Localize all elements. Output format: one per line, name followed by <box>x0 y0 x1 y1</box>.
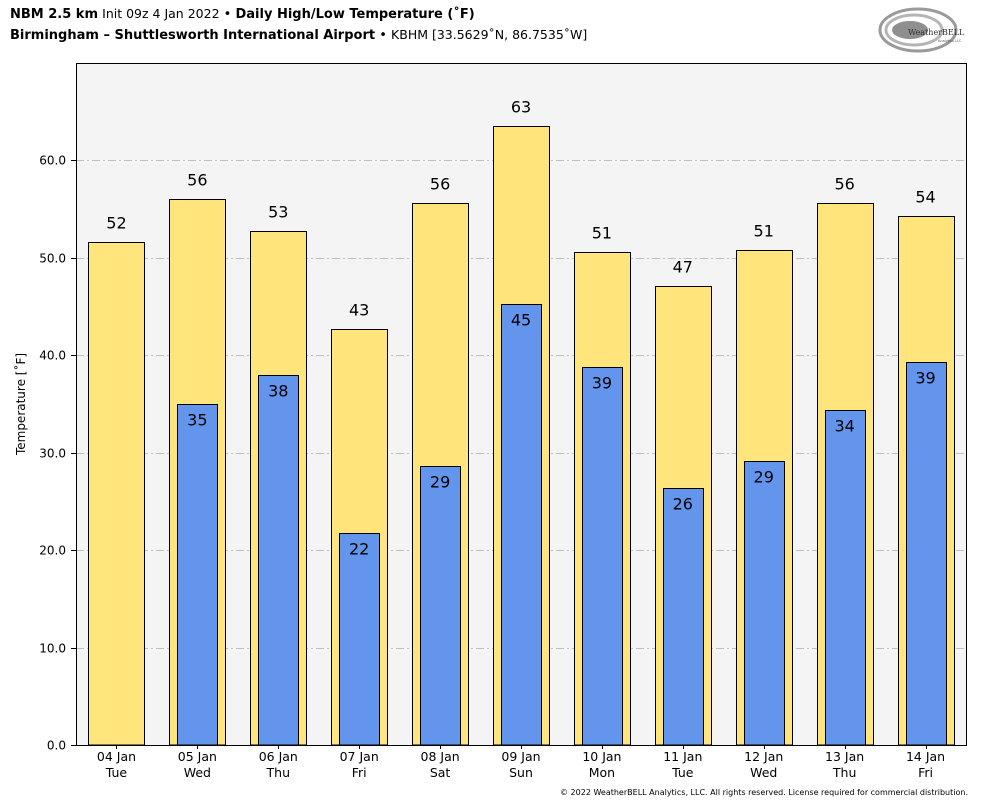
y-tick-label: 0.0 <box>47 739 66 753</box>
value-labels: 52 56 35 53 38 43 22 56 29 63 45 51 39 47 26 51 29 56 34 54… <box>106 98 935 559</box>
low-temp-bar <box>420 466 461 746</box>
high-temp-label: 51 <box>592 224 612 243</box>
low-temp-label: 45 <box>511 311 531 330</box>
separator: • <box>379 28 387 43</box>
model-name: NBM 2.5 km <box>10 7 98 22</box>
high-temp-label: 63 <box>511 98 531 117</box>
x-tick-label-weekday: Mon <box>589 765 615 780</box>
separator: • <box>223 7 232 22</box>
x-tick-label-weekday: Sun <box>509 765 533 780</box>
y-tick-label: 40.0 <box>39 349 66 363</box>
x-tick-label-date: 07 Jan <box>340 749 379 764</box>
high-temp-label: 47 <box>673 258 693 277</box>
station-name: Birmingham – Shuttlesworth International… <box>10 28 376 43</box>
y-axis-label: Temperature [˚F] <box>13 353 28 456</box>
chart-title-line-1: NBM 2.5 km Init 09z 4 Jan 2022 • Daily H… <box>10 6 475 22</box>
low-temp-bar <box>177 404 218 746</box>
low-temp-bar <box>501 304 542 746</box>
x-tick-label-date: 08 Jan <box>421 749 460 764</box>
high-temp-label: 51 <box>754 222 774 241</box>
chart-title-line-2: Birmingham – Shuttlesworth International… <box>10 27 587 43</box>
low-temp-bar <box>663 488 704 746</box>
low-temp-label: 29 <box>430 473 450 492</box>
bars <box>88 126 955 746</box>
y-tick-label: 20.0 <box>39 544 66 558</box>
high-temp-label: 56 <box>430 175 450 194</box>
x-tick-label-date: 10 Jan <box>582 749 621 764</box>
low-temp-bar <box>258 375 299 746</box>
x-tick-label-weekday: Thu <box>832 765 856 780</box>
y-tick-label: 30.0 <box>39 447 66 461</box>
low-temp-label: 38 <box>268 382 288 401</box>
logo-swirl-mid <box>884 13 944 47</box>
logo-swirl-core <box>892 21 928 39</box>
low-temp-label: 39 <box>592 374 612 393</box>
low-temp-bar <box>744 461 785 746</box>
low-temp-label: 29 <box>754 468 774 487</box>
high-temp-label: 54 <box>915 188 935 207</box>
x-tick-label-date: 04 Jan <box>97 749 136 764</box>
x-tick-label-weekday: Wed <box>750 765 777 780</box>
x-tick-label-date: 13 Jan <box>825 749 864 764</box>
x-tick-label-date: 12 Jan <box>744 749 783 764</box>
copyright-footer: © 2022 WeatherBELL Analytics, LLC. All r… <box>560 788 968 797</box>
high-temp-label: 53 <box>268 203 288 222</box>
y-tick-label: 60.0 <box>39 154 66 168</box>
x-tick-label-weekday: Wed <box>184 765 211 780</box>
x-tick-label-weekday: Thu <box>266 765 290 780</box>
x-tick-label-date: 05 Jan <box>178 749 217 764</box>
low-temp-bar <box>825 410 866 746</box>
high-temp-label: 56 <box>187 171 207 190</box>
product-name: Daily High/Low Temperature (˚F) <box>235 7 475 22</box>
y-tick-label: 50.0 <box>39 252 66 266</box>
x-tick-label-weekday: Fri <box>918 765 933 780</box>
x-tick-label-date: 14 Jan <box>906 749 945 764</box>
x-tick-label-date: 06 Jan <box>259 749 298 764</box>
x-tick-label-weekday: Sat <box>430 765 451 780</box>
y-axis: 0.0 10.0 20.0 30.0 40.0 50.0 60.0 <box>39 154 76 753</box>
x-tick-label-weekday: Tue <box>105 765 128 780</box>
low-temp-label: 22 <box>349 540 369 559</box>
low-temp-label: 34 <box>834 417 854 436</box>
logo-swirl-outer <box>878 7 958 53</box>
low-temp-bar <box>582 367 623 746</box>
high-temp-label: 56 <box>834 175 854 194</box>
x-tick-label-weekday: Fri <box>352 765 367 780</box>
weatherbell-logo: WeatherBELL Analytics LLC <box>878 7 965 53</box>
logo-text: WeatherBELL <box>908 28 965 37</box>
low-temp-bar <box>339 533 380 746</box>
low-temp-label: 26 <box>673 495 693 514</box>
low-temp-label: 35 <box>187 411 207 430</box>
logo-subtext: Analytics LLC <box>938 39 962 43</box>
station-info: KBHM [33.5629˚N, 86.7535˚W] <box>391 27 588 42</box>
x-tick-label-date: 11 Jan <box>663 749 702 764</box>
high-temp-bar <box>88 242 145 746</box>
high-temp-label: 43 <box>349 301 369 320</box>
high-temp-label: 52 <box>106 214 126 233</box>
x-tick-label-date: 09 Jan <box>501 749 540 764</box>
y-tick-label: 10.0 <box>39 642 66 656</box>
init-time: Init 09z 4 Jan 2022 <box>102 6 220 21</box>
low-temp-label: 39 <box>915 369 935 388</box>
low-temp-bar <box>906 362 947 746</box>
x-tick-label-weekday: Tue <box>671 765 694 780</box>
